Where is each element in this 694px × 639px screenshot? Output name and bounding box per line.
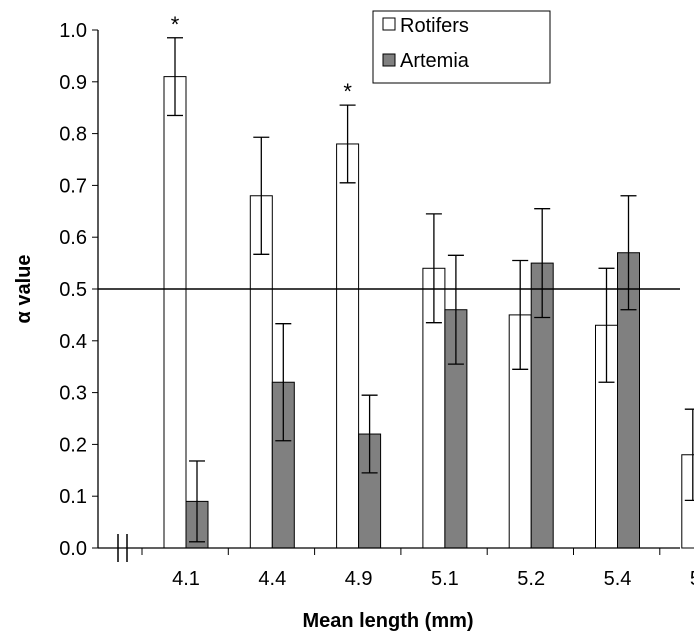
- x-axis-title: Mean length (mm): [302, 610, 473, 632]
- axes-layer: [97, 30, 680, 562]
- x-tick-label: 5.5: [690, 568, 694, 590]
- legend-label-rotifers: Rotifers: [400, 15, 469, 37]
- y-axis: 0.0 0.1 0.2 0.3 0.4 0.5 0.6 0.7 0.8 0.9 1.0: [59, 20, 98, 560]
- y-tick-label: 0.2: [59, 434, 87, 456]
- significance-marker: *: [171, 12, 180, 37]
- legend-label-artemia: Artemia: [400, 50, 470, 72]
- y-tick-label: 0.4: [59, 331, 87, 353]
- x-axis: 4.1 4.4 4.9 5.1 5.2 5.4 5.5: [141, 548, 694, 590]
- bar-rotifers: [336, 143, 360, 549]
- y-tick-label: 0.9: [59, 72, 87, 94]
- legend-box: [372, 10, 551, 84]
- x-tick-label: 4.4: [258, 568, 286, 590]
- y-tick-label: 0.5: [59, 279, 87, 301]
- y-tick-label: 1.0: [59, 20, 87, 42]
- y-tick-label: 0.3: [59, 383, 87, 405]
- y-tick-label: 0.1: [59, 486, 87, 508]
- x-tick-label: 5.2: [517, 568, 545, 590]
- y-tick-label: 0.8: [59, 124, 87, 146]
- y-tick-label: 0.7: [59, 175, 87, 197]
- bars-layer: [163, 76, 694, 549]
- error-bars-layer: [167, 37, 694, 543]
- x-tick-label: 4.1: [172, 568, 200, 590]
- legend-swatch-rotifers: [382, 17, 396, 31]
- y-axis-title: α value: [13, 255, 35, 324]
- legend: Rotifers Artemia: [372, 10, 551, 84]
- x-tick-label: 4.9: [345, 568, 373, 590]
- significance-layer: ***: [171, 12, 353, 104]
- legend-swatch-artemia: [382, 53, 396, 67]
- y-tick-label: 0.0: [59, 538, 87, 560]
- x-tick-label: 5.1: [431, 568, 459, 590]
- significance-marker: *: [343, 79, 352, 104]
- x-tick-label: 5.4: [604, 568, 632, 590]
- y-tick-label: 0.6: [59, 227, 87, 249]
- bar-rotifers: [163, 76, 187, 549]
